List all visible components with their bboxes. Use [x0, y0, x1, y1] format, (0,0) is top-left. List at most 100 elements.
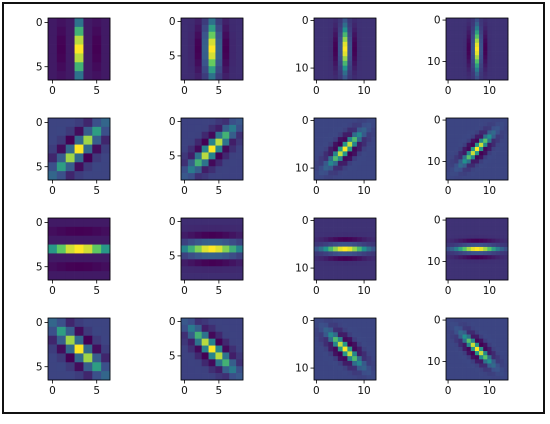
heatmap-cell — [491, 246, 496, 252]
heatmap-cell — [487, 342, 492, 348]
heatmap-cell — [462, 171, 468, 177]
heatmap-cell — [187, 173, 196, 181]
heatmap-cell — [342, 365, 348, 371]
heatmap-cell — [491, 263, 496, 268]
heatmap-cell — [347, 37, 353, 43]
heatmap-cell — [474, 267, 480, 273]
heatmap-cell — [499, 18, 505, 23]
heatmap-cell — [215, 52, 223, 60]
heatmap-cell — [356, 351, 363, 357]
heatmap-cell — [318, 118, 324, 124]
heatmap-cell — [318, 322, 324, 328]
heatmap-cell — [446, 46, 451, 52]
panel-r2c0: 0 505 — [36, 217, 111, 297]
heatmap-cell — [495, 226, 501, 231]
heatmap-cell — [229, 166, 237, 174]
heatmap-cell — [181, 345, 189, 353]
heatmap-cell — [361, 170, 367, 176]
heatmap-cell — [466, 234, 472, 240]
heatmap-cell — [495, 55, 501, 60]
heatmap-cell — [479, 226, 484, 231]
heatmap-cell — [328, 246, 334, 252]
heatmap-cell — [479, 334, 484, 340]
heatmap-cell — [470, 251, 476, 256]
heatmap-cell — [450, 218, 455, 223]
heatmap-cell — [328, 327, 334, 333]
heatmap-cell — [333, 370, 339, 376]
heatmap-cell — [314, 346, 320, 352]
heatmap-cell — [318, 356, 324, 362]
heatmap-cell — [483, 363, 488, 368]
heatmap-cell — [318, 351, 324, 357]
heatmap-cell — [487, 46, 492, 52]
x-tick-label: 5 — [93, 385, 100, 397]
heatmap-cell — [487, 134, 492, 140]
heatmap-cell — [356, 241, 363, 247]
heatmap-cell — [483, 122, 488, 127]
heatmap-cell — [208, 245, 216, 253]
heatmap-cell — [446, 26, 451, 31]
heatmap-cell — [101, 171, 111, 181]
heatmap-cell — [487, 51, 492, 56]
heatmap-cell — [65, 262, 75, 272]
heatmap-cell — [236, 173, 244, 181]
heatmap-cell — [83, 144, 93, 154]
heatmap-cell — [495, 163, 501, 168]
heatmap-cell — [48, 262, 58, 272]
heatmap-cell — [352, 137, 358, 143]
heatmap-cell — [229, 145, 237, 153]
heatmap-cell — [201, 238, 209, 246]
heatmap-cell — [347, 346, 353, 352]
heatmap-cell — [450, 130, 455, 135]
y-tick-label: 0 — [434, 15, 441, 27]
heatmap-cell — [352, 332, 358, 338]
heatmap-cell — [499, 330, 505, 335]
heatmap-cell — [342, 156, 348, 162]
heatmap-cell — [236, 324, 244, 333]
heatmap-cell — [337, 118, 343, 124]
heatmap-cell — [318, 127, 324, 133]
heatmap-cell — [487, 375, 492, 381]
heatmap-cell — [208, 173, 216, 181]
heatmap-cell — [450, 251, 455, 256]
heatmap-cell — [356, 327, 363, 333]
heatmap-cell — [458, 159, 463, 164]
heatmap-cell — [56, 44, 67, 54]
y-tick-label: 5 — [169, 250, 176, 262]
heatmap-cell — [361, 370, 367, 376]
heatmap-cell — [458, 230, 463, 235]
heatmap-cell — [92, 171, 102, 181]
heatmap-cell — [314, 270, 320, 276]
heatmap-cell — [454, 46, 459, 52]
heatmap-cell — [181, 166, 189, 174]
heatmap-cell — [446, 175, 451, 181]
heatmap-cell — [499, 167, 505, 173]
heatmap-cell — [466, 130, 472, 135]
heatmap-cell — [222, 18, 230, 26]
heatmap-cell — [479, 342, 484, 348]
heatmap-cell — [495, 42, 501, 48]
heatmap-cell — [83, 344, 93, 354]
heatmap-cell — [499, 38, 505, 44]
heatmap-cell — [450, 122, 455, 127]
heatmap-cell — [347, 170, 353, 176]
heatmap-cell — [48, 171, 58, 181]
heatmap-cell — [215, 152, 223, 160]
heatmap-cell — [101, 35, 111, 45]
heatmap-cell — [361, 351, 367, 357]
heatmap-cell — [371, 37, 377, 43]
heatmap-cell — [361, 41, 367, 47]
heatmap-cell — [314, 175, 320, 181]
heatmap-cell — [48, 144, 58, 154]
heatmap-cell — [194, 359, 203, 367]
heatmap-cell — [83, 218, 93, 228]
heatmap-cell — [352, 356, 358, 362]
heatmap-cell — [466, 159, 472, 164]
heatmap-cell — [333, 356, 339, 362]
heatmap-cell — [328, 132, 334, 138]
heatmap-cell — [83, 253, 93, 263]
heatmap-cell — [466, 342, 472, 348]
heatmap-cell — [194, 52, 203, 60]
heatmap-cell — [356, 51, 363, 57]
heatmap-cell — [323, 360, 329, 367]
